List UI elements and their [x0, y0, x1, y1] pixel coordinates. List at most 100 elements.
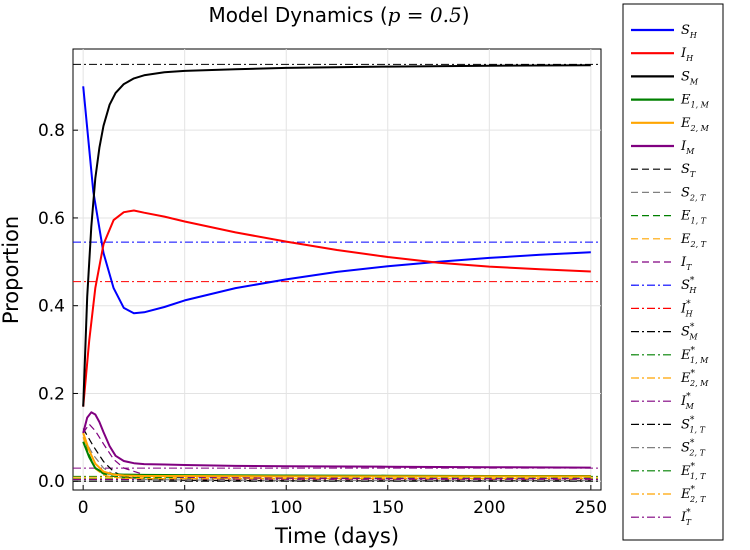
legend-label-base: I	[680, 46, 687, 61]
legend-label-base: I	[680, 510, 687, 525]
x-tick-label: 0	[78, 498, 89, 518]
legend-label-subscript: T	[686, 263, 692, 272]
legend-label-subscript: 1, T	[690, 472, 706, 481]
legend-label-base: S	[681, 417, 690, 432]
legend-label-s-h-star: S* H	[681, 276, 697, 295]
series-line-s-h	[82, 86, 591, 315]
legend-label-subscript: 1, M	[690, 356, 709, 365]
legend-label-subscript: T	[686, 518, 692, 527]
series-line-e-1-t	[82, 432, 591, 479]
x-tick-label: 250	[575, 498, 607, 518]
grid-layer	[73, 49, 601, 490]
series-line-s-2-t	[82, 437, 591, 481]
x-tick-label: 200	[473, 498, 505, 518]
legend-label-subscript: M	[685, 402, 695, 411]
series-layer	[73, 63, 601, 482]
legend-label-i-h-star: I* H	[680, 299, 694, 318]
legend-label-s-1-t-star: S* 1, T	[681, 415, 706, 434]
legend-label-i-t: IT	[680, 255, 692, 272]
ticks-layer: 0 50 100 150 200 250 0.0 0.2 0.4 0.6 0.8	[38, 121, 607, 518]
legend-label-base: I	[680, 394, 687, 409]
legend-label-base: S	[681, 69, 690, 84]
y-axis-label: Proportion	[0, 216, 23, 324]
legend-label-superscript: *	[691, 462, 696, 472]
legend-label-s-2-t-star: S* 2, T	[681, 439, 706, 458]
chart-title: Model Dynamics (p = 0.5)	[208, 3, 469, 27]
legend-label-base: E	[680, 232, 691, 247]
legend-label-superscript: *	[686, 299, 691, 309]
legend-label-base: S	[681, 23, 690, 38]
legend-label-subscript: 2, T	[689, 193, 706, 202]
legend-label-s-2-t: S2, T	[681, 185, 706, 202]
legend-frame	[622, 3, 724, 541]
legend-label-subscript: 2, T	[690, 240, 707, 249]
y-tick-label: 0.8	[38, 121, 65, 141]
legend-label-base: E	[680, 348, 691, 363]
legend-label-subscript: M	[688, 333, 698, 342]
legend-label-base: E	[680, 371, 691, 386]
chart-title-close: )	[462, 3, 470, 27]
series-line-e-2-t	[82, 437, 591, 480]
legend-label-i-m-star: I* M	[680, 392, 695, 411]
y-tick-label: 0.4	[38, 297, 65, 317]
legend-label-base: E	[680, 464, 691, 479]
series-line-s-t	[82, 428, 591, 482]
legend-label-subscript: H	[685, 309, 694, 318]
legend-label-superscript: *	[686, 508, 691, 518]
legend-label-subscript: M	[685, 147, 695, 156]
legend-label-superscript: *	[686, 392, 691, 402]
legend-label-e-1-t-star: E* 1, T	[680, 462, 706, 481]
series-line-e-1-m	[82, 441, 591, 477]
legend-label-e-2-t-star: E* 2, T	[680, 485, 706, 504]
legend-label-i-m: IM	[680, 139, 695, 156]
x-axis-label: Time (days)	[274, 524, 399, 548]
legend-label-e-1-m-star: E* 1, M	[680, 346, 709, 365]
legend-label-superscript: *	[690, 276, 695, 286]
legend-label-base: S	[681, 278, 690, 293]
legend-label-e-2-m: E2, M	[680, 116, 710, 133]
legend-label-superscript: *	[690, 415, 695, 425]
y-tick-label: 0.0	[38, 472, 65, 492]
y-tick-label: 0.6	[38, 209, 65, 229]
series-line-i-m	[82, 411, 591, 469]
legend-label-base: S	[681, 441, 690, 456]
legend-label-base: I	[680, 255, 687, 270]
legend-label-base: E	[680, 93, 691, 108]
legend-label-i-t-star: I* T	[680, 508, 692, 527]
legend-label-superscript: *	[691, 369, 696, 379]
legend-label-subscript: 2, T	[689, 495, 706, 504]
legend-label-s-m-star: S* M	[681, 323, 698, 342]
legend-label-base: E	[680, 116, 691, 131]
legend-label-e-1-m: E1, M	[680, 93, 710, 110]
legend-label-e-1-t: E1, T	[680, 209, 707, 226]
legend-label-base: S	[681, 325, 690, 340]
y-tick-label: 0.2	[38, 384, 65, 404]
legend-label-i-h: IH	[680, 46, 694, 63]
plot-area-frame	[72, 48, 602, 491]
legend-label-subscript: 2, M	[690, 124, 710, 133]
series-line-e-2-m	[82, 432, 591, 478]
series-line-s-m	[82, 64, 591, 407]
legend-label-subscript: 1, T	[691, 217, 707, 226]
legend-label-subscript: 1, M	[691, 101, 710, 110]
legend-label-subscript: 2, T	[688, 449, 705, 458]
legend-label-subscript: H	[685, 54, 694, 63]
legend-label-base: S	[681, 185, 690, 200]
legend-label-superscript: *	[690, 323, 695, 333]
legend-label-subscript: H	[689, 31, 698, 40]
legend-label-superscript: *	[691, 346, 696, 356]
legend-label-s-t: ST	[681, 162, 696, 179]
legend-label-subscript: H	[688, 286, 697, 295]
series-line-i-t	[82, 423, 591, 480]
legend-label-base: I	[680, 139, 687, 154]
legend-label-subscript: 2, M	[689, 379, 709, 388]
legend-label-superscript: *	[690, 439, 695, 449]
legend-label-base: E	[680, 209, 691, 224]
legend-label-superscript: *	[691, 485, 696, 495]
series-line-i-h	[82, 209, 591, 407]
chart-title-text: Model Dynamics (	[208, 3, 387, 27]
x-tick-label: 50	[174, 498, 196, 518]
legend-label-s-m: SM	[681, 69, 699, 86]
chart-title-math: p = 0.5	[388, 3, 462, 27]
